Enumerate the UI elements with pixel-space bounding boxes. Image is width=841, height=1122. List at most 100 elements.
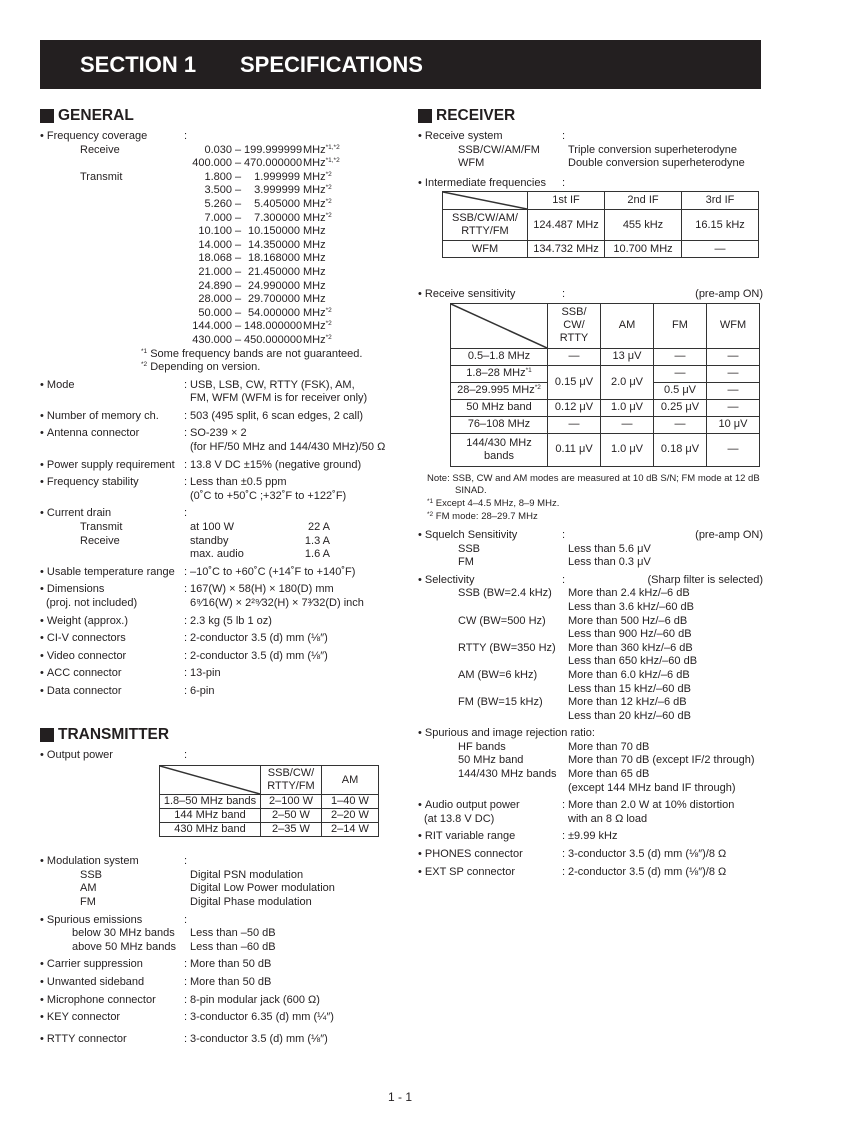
spec-item: Frequency stability:Less than ±0.5 ppm(0… [40, 476, 385, 503]
spec-sub-row: Less than 650 kHz/–60 dB [418, 655, 763, 669]
spec-sub-row: below 30 MHz bands Less than –50 dB [40, 927, 385, 941]
spec-label: Receive sensitivity [418, 288, 562, 302]
spec-item: Mode:USB, LSB, CW, RTTY (FSK), AM,FM, WF… [40, 379, 385, 406]
spec-row: Frequency coverage: [40, 130, 385, 144]
sensitivity-cell: 1.0 μV [600, 432, 654, 467]
spec-sub-row: max. audio 1.6 A [40, 548, 385, 562]
spec-label: Spurious emissions [40, 914, 184, 928]
spec-row: CI-V connectors:2-conductor 3.5 (d) mm (… [40, 632, 385, 646]
range-start: 14.000 [198, 238, 232, 251]
spec-label: KEY connector [40, 1011, 184, 1025]
range-end: 29.700000 [248, 293, 300, 306]
spec-value-line: ±9.99 kHz [568, 830, 618, 843]
range-end: 14.350000 [248, 238, 300, 251]
frequency-range-row: 10.100–10.150000 MHz [40, 225, 385, 239]
colon: : [184, 409, 188, 422]
spec-item: Selectivity:(Sharp filter is selected)SS… [418, 574, 763, 724]
range-start: 7.000 [204, 211, 232, 224]
spec-sub-label: HF bands [458, 740, 506, 753]
spec-value-line: More than 2.0 W at 10% distortion [568, 799, 735, 812]
footnote-mark: *2 [534, 384, 541, 392]
table-row: 76–108 MHz — — —10 μV [450, 415, 760, 434]
spec-sub-row: RTTY (BW=350 Hz) More than 360 kHz/–6 dB [418, 642, 763, 656]
spec-label-sub: (at 13.8 V DC) [424, 812, 495, 825]
colon: : [562, 573, 566, 586]
spec-sub-label: SSB [80, 868, 103, 881]
spec-value-line: 3-conductor 3.5 (d) mm (⅛″) [190, 1032, 328, 1045]
frequency-range-row: 430.000–450.000000 MHz *2 [40, 334, 385, 348]
diagonal-line [443, 192, 527, 209]
frequency-range: 14.000–14.350000 MHz [190, 238, 325, 253]
spec-item: ACC connector:13-pin [40, 667, 385, 681]
spec-sub-value: More than 2.4 kHz/–6 dB [568, 587, 690, 600]
range-dash: – [234, 225, 242, 238]
spec-value-line: 3-conductor 6.35 (d) mm (¼″) [190, 1011, 334, 1024]
spec-row: Unwanted sideband:More than 50 dB [40, 976, 385, 990]
range-unit: MHz [303, 184, 326, 197]
sensitivity-cell: — [706, 381, 760, 400]
range-unit: MHz [303, 306, 326, 319]
sensitivity-cell: — [706, 432, 760, 467]
frequency-range-row: 7.000–7.300000 MHz *2 [40, 212, 385, 226]
spec-value: More than 50 dB [190, 958, 271, 972]
table-row: 28–29.995 MHz*2 0.5 μV — [450, 381, 760, 400]
spec-sub-value: More than 70 dB [568, 740, 650, 753]
if-cell: 16.15 kHz [681, 209, 759, 242]
spec-sub-label [458, 710, 568, 724]
spec-value-line: 2.3 kg (5 lb 1 oz) [190, 614, 272, 627]
spec-label: RIT variable range [418, 830, 562, 844]
spec-item: Microphone connector:8-pin modular jack … [40, 994, 385, 1008]
band-cell: 144 MHz band [159, 808, 261, 824]
spec-sub-label: FM (BW=15 kHz) [458, 696, 543, 709]
colon: : [184, 614, 188, 627]
spec-row: RIT variable range:±9.99 kHz [418, 830, 763, 844]
column-header: AM [600, 302, 654, 349]
band-cell: 1.8–28 MHz*1 [450, 364, 548, 383]
spec-value-line: Less than ±0.5 ppm [190, 476, 287, 489]
spec-sub-value: Digital PSN modulation [190, 868, 304, 881]
spec-sub-label: AM (BW=6 kHz) [458, 668, 538, 681]
range-start: 1.800 [204, 170, 232, 183]
spec-sub-value: Digital Phase modulation [190, 895, 312, 908]
sensitivity-cell: — [600, 415, 654, 434]
range-start: 400.000 [192, 157, 232, 170]
sensitivity-cell: 13 μV [600, 347, 654, 366]
frequency-range-row: Receive 0.030–199.999999 MHz *1,*2 [40, 144, 385, 158]
spec-sub-value: at 100 W [190, 521, 235, 534]
spec-label: Number of memory ch. [40, 410, 184, 424]
sensitivity-table: SSB/CW/RTTY AM FM WFM 0.5–1.8 MHz —13 μV — —1.8… [450, 302, 760, 467]
range-dash: – [234, 265, 242, 278]
general-heading-text: GENERAL [58, 107, 134, 124]
frequency-band-label: Receive [80, 143, 120, 156]
spec-sub-row: FM Digital Phase modulation [40, 896, 385, 910]
range-dash: – [234, 157, 242, 170]
spec-sub-label: RTTY (BW=350 Hz) [458, 641, 556, 654]
range-dash: – [234, 306, 242, 319]
note-text: Note: SSB, CW and AM modes are measured … [427, 472, 760, 496]
spec-label: Unwanted sideband [40, 976, 184, 990]
colon: : [562, 799, 566, 812]
spec-sub-value: More than 65 dB [568, 768, 650, 781]
spec-row-2: (proj. not included) 6⁹⁄16(W) × 2²⁹⁄32(H)… [40, 597, 385, 611]
spec-label: EXT SP connector [418, 866, 562, 880]
spec-value-line: 13-pin [190, 667, 221, 680]
spec-row: Receive sensitivity: [418, 288, 763, 302]
colon: : [184, 958, 188, 971]
band-cell: 28–29.995 MHz*2 [450, 381, 548, 400]
frequency-range-row: 14.000–14.350000 MHz [40, 239, 385, 253]
range-unit: MHz [303, 333, 326, 346]
spec-label: Selectivity [418, 574, 562, 588]
spec-row-2: (at 13.8 V DC) with an 8 Ω load [418, 813, 763, 827]
spec-value: 3-conductor 3.5 (d) mm (⅛″) [190, 1033, 328, 1047]
spec-value-line: SO-239 × 2 [190, 427, 247, 440]
mode-cell: WFM [442, 240, 528, 259]
spec-row: Audio output power:More than 2.0 W at 10… [418, 799, 763, 813]
spec-value: 2-conductor 3.5 (d) mm (⅛″)/8 Ω [568, 866, 726, 880]
column-header: SSB/CW/RTTY/FM [260, 765, 322, 796]
spec-row: Video connector:2-conductor 3.5 (d) mm (… [40, 650, 385, 664]
sensitivity-cell: 0.25 μV [653, 398, 707, 417]
range-dash: – [234, 238, 242, 251]
